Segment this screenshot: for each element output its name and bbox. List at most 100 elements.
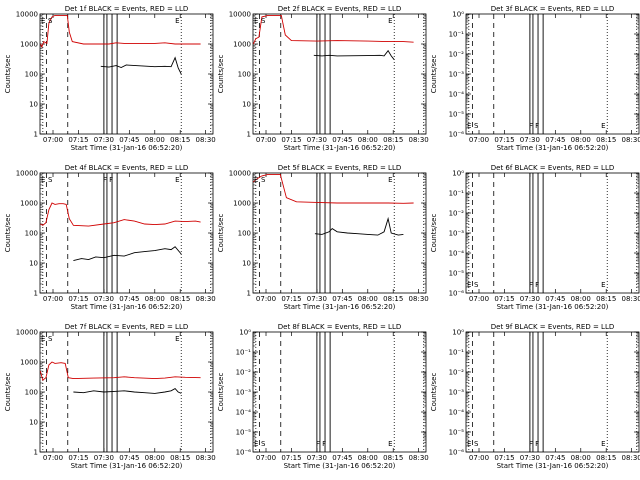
x-tick-label: 07:00: [43, 295, 63, 303]
x-tick-label: 08:00: [145, 136, 165, 144]
y-tick-label: 10⁻¹: [449, 349, 465, 357]
plot-frame: [252, 331, 427, 453]
panel-8: Det 8f BLACK = Events, RED = LLD 07:00 07:…: [217, 323, 429, 470]
series-events-line: [314, 216, 404, 236]
y-tick-label: 10⁻⁴: [449, 409, 465, 417]
marker-letter-s: S: [474, 122, 479, 130]
plot-frame: [252, 13, 427, 135]
x-tick-label: 07:30: [307, 295, 327, 303]
y-axis-label: Counts/sec: [217, 55, 225, 94]
y-tick-label: 100: [25, 230, 38, 238]
series-events-line: [73, 246, 182, 262]
panel-7: Det 7f BLACK = Events, RED = LLD 07:00 07:…: [4, 323, 216, 470]
series-events-line: [313, 49, 395, 60]
x-tick-label: 08:00: [571, 295, 591, 303]
panel-5: Det 5f BLACK = Events, RED = LLD 07:00 07:…: [217, 164, 429, 311]
series-events-line: [100, 56, 182, 75]
marker-letter-end: E: [388, 176, 392, 184]
y-tick-label: 1: [247, 290, 251, 298]
marker-letter-e: E: [467, 440, 471, 448]
x-tick-label: 08:30: [196, 136, 216, 144]
y-tick-label: 10: [242, 101, 251, 109]
y-tick-label: 10⁻²: [449, 51, 465, 59]
marker-letter-s: S: [48, 335, 53, 343]
marker-letter-s: S: [261, 176, 266, 184]
marker-letter-e: E: [41, 335, 45, 343]
marker-letter-end: E: [601, 281, 605, 289]
plot-frame: [39, 13, 214, 135]
y-tick-label: 10⁰: [452, 329, 464, 337]
series-lld-line: [39, 14, 201, 49]
x-tick-label: 08:15: [383, 295, 403, 303]
series-lld-line: [252, 14, 414, 45]
y-tick-label: 10⁻²: [449, 210, 465, 218]
plot-title: Det 4f BLACK = Events, RED = LLD: [65, 164, 188, 172]
x-tick-label: 08:00: [358, 295, 378, 303]
y-axis-label: Counts/sec: [430, 373, 438, 412]
x-tick-label: 07:45: [332, 295, 352, 303]
y-tick-label: 100: [25, 389, 38, 397]
x-tick-label: 07:15: [68, 454, 88, 462]
x-tick-label: 07:30: [520, 136, 540, 144]
plot-frame: [465, 172, 640, 294]
y-tick-label: 10000: [16, 329, 38, 337]
x-tick-label: 07:15: [281, 136, 301, 144]
plot-title: Det 7f BLACK = Events, RED = LLD: [65, 323, 188, 331]
x-tick-label: 08:00: [571, 454, 591, 462]
x-tick-label: 08:00: [358, 454, 378, 462]
x-tick-label: 07:15: [68, 136, 88, 144]
marker-letter-end: E: [388, 440, 392, 448]
x-tick-label: 07:00: [43, 454, 63, 462]
y-axis-label: Counts/sec: [4, 55, 12, 94]
plot-title: Det 9f BLACK = Events, RED = LLD: [491, 323, 614, 331]
y-axis-label: Counts/sec: [217, 214, 225, 253]
y-tick-label: 10⁻⁴: [236, 409, 252, 417]
marker-letter-end: E: [601, 440, 605, 448]
x-axis-label: Start Time (31-Jan-16 06:52:20): [71, 462, 183, 470]
marker-letter-s: S: [48, 176, 53, 184]
panel-3: Det 3f BLACK = Events, RED = LLD 07:00 07:…: [430, 5, 640, 152]
x-tick-label: 07:15: [68, 295, 88, 303]
x-tick-label: 08:30: [196, 295, 216, 303]
y-tick-label: 1000: [233, 200, 251, 208]
x-axis-label: Start Time (31-Jan-16 06:52:20): [284, 303, 396, 311]
marker-letter-end: E: [601, 122, 605, 130]
marker-letter-s: S: [474, 440, 479, 448]
marker-letter-e: E: [254, 176, 258, 184]
x-tick-label: 07:45: [545, 136, 565, 144]
y-tick-label: 10⁻³: [449, 71, 465, 79]
x-tick-label: 08:00: [358, 136, 378, 144]
x-tick-label: 07:00: [469, 136, 489, 144]
x-tick-label: 08:15: [170, 295, 190, 303]
x-tick-label: 08:30: [622, 136, 640, 144]
y-tick-label: 10000: [229, 170, 251, 178]
marker-letters-ff: F F: [529, 281, 539, 289]
marker-letter-s: S: [474, 281, 479, 289]
x-tick-label: 07:00: [43, 136, 63, 144]
y-tick-label: 10⁻⁶: [449, 449, 465, 457]
plot-title: Det 5f BLACK = Events, RED = LLD: [278, 164, 401, 172]
panel-9: Det 9f BLACK = Events, RED = LLD 07:00 07:…: [430, 323, 640, 470]
y-tick-label: 100: [238, 230, 251, 238]
y-tick-label: 10⁰: [239, 329, 251, 337]
x-tick-label: 07:00: [256, 136, 276, 144]
y-tick-label: 10⁻³: [449, 230, 465, 238]
y-tick-label: 10⁻⁴: [449, 91, 465, 99]
y-tick-label: 10000: [16, 11, 38, 19]
x-tick-label: 07:45: [119, 454, 139, 462]
marker-letter-e: E: [41, 17, 45, 25]
series-events-line: [73, 388, 182, 394]
plot-frame: [465, 331, 640, 453]
marker-letter-e: E: [467, 122, 471, 130]
x-tick-label: 07:45: [545, 295, 565, 303]
y-tick-label: 10⁻¹: [449, 31, 465, 39]
x-tick-label: 08:30: [196, 454, 216, 462]
y-tick-label: 10⁻⁵: [449, 429, 465, 437]
x-tick-label: 07:15: [494, 136, 514, 144]
marker-letter-e: E: [41, 176, 45, 184]
y-tick-label: 1000: [233, 41, 251, 49]
plot-title: Det 2f BLACK = Events, RED = LLD: [278, 5, 401, 13]
y-tick-label: 10: [29, 101, 38, 109]
y-tick-label: 10⁻⁴: [449, 250, 465, 258]
x-tick-label: 07:00: [256, 454, 276, 462]
